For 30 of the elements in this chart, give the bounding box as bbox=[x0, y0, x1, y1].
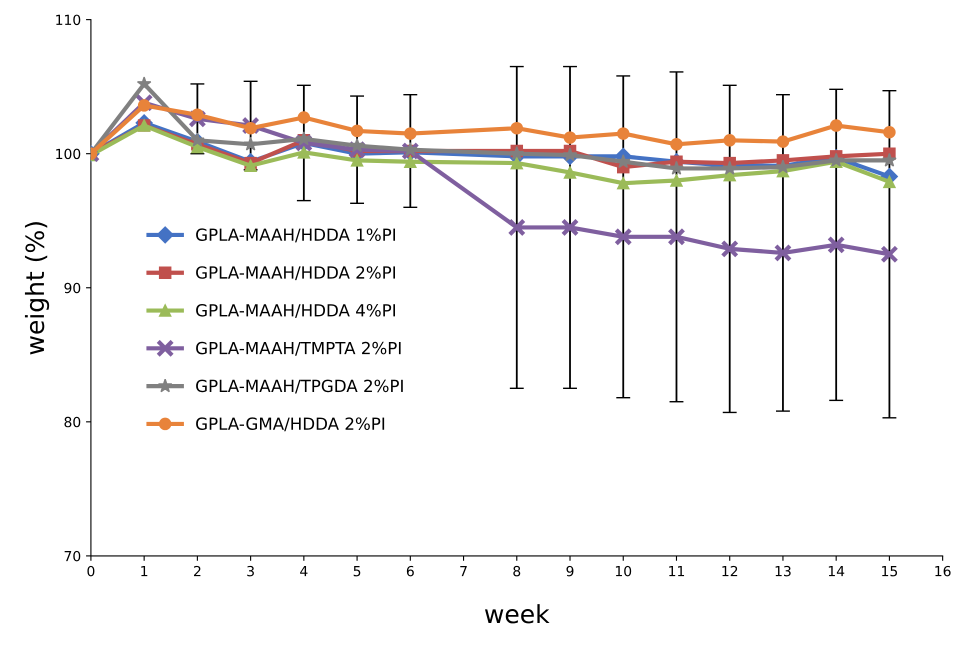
x-tick-label: 7 bbox=[460, 566, 467, 576]
x-axis-title: week bbox=[484, 604, 550, 624]
x-tick-label: 13 bbox=[776, 566, 791, 576]
x-tick-label: 16 bbox=[935, 566, 951, 576]
legend-label: GPLA-MAAH/HDDA 1%PI bbox=[196, 228, 395, 242]
y-tick-label: 110 bbox=[56, 14, 80, 26]
x-tick-label: 2 bbox=[194, 566, 200, 576]
x-tick-label: 0 bbox=[87, 566, 94, 576]
legend-label: GPLA-MAAH/HDDA 4%PI bbox=[196, 304, 395, 318]
x-tick-label: 15 bbox=[882, 566, 898, 576]
x-tick-label: 9 bbox=[566, 566, 574, 576]
legend-label: GPLA-MAAH/TMPTA 2%PI bbox=[196, 342, 401, 356]
y-tick-label: 90 bbox=[64, 282, 80, 294]
x-tick-label: 4 bbox=[300, 566, 308, 576]
y-tick-label: 70 bbox=[64, 550, 80, 562]
x-tick-label: 3 bbox=[247, 566, 254, 576]
x-tick-label: 8 bbox=[513, 566, 520, 576]
x-tick-label: 12 bbox=[722, 566, 738, 576]
x-tick-label: 11 bbox=[669, 566, 684, 576]
x-tick-label: 5 bbox=[354, 566, 360, 576]
y-axis-title: weight (%) bbox=[24, 222, 50, 354]
legend-label: GPLA-GMA/HDDA 2%PI bbox=[196, 417, 384, 432]
y-tick-label: 80 bbox=[64, 416, 80, 428]
x-tick-label: 6 bbox=[406, 566, 414, 576]
y-tick-label: 100 bbox=[56, 148, 80, 160]
x-tick-label: 10 bbox=[616, 566, 632, 576]
legend-label: GPLA-MAAH/TPGDA 2%PI bbox=[196, 380, 403, 394]
x-tick-label: 14 bbox=[828, 566, 844, 576]
x-tick-label: 1 bbox=[141, 566, 148, 576]
legend-label: GPLA-MAAH/HDDA 2%PI bbox=[196, 266, 395, 280]
